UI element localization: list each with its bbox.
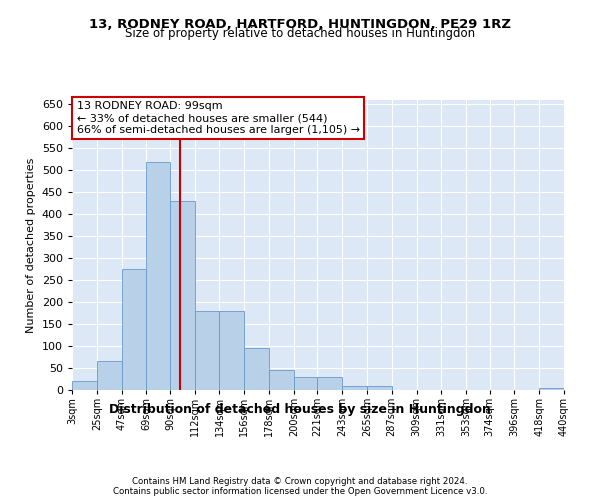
Bar — [220, 311, 244, 390]
Bar — [244, 348, 269, 390]
Bar — [539, 388, 564, 390]
Bar — [195, 311, 220, 390]
Bar — [342, 386, 367, 390]
Text: Distribution of detached houses by size in Huntingdon: Distribution of detached houses by size … — [109, 402, 491, 415]
Bar — [97, 362, 122, 390]
Bar — [122, 269, 146, 390]
Y-axis label: Number of detached properties: Number of detached properties — [26, 158, 36, 332]
Bar — [170, 201, 195, 390]
Bar — [294, 377, 317, 390]
Text: Contains public sector information licensed under the Open Government Licence v3: Contains public sector information licen… — [113, 488, 487, 496]
Bar — [269, 370, 294, 390]
Text: Size of property relative to detached houses in Huntingdon: Size of property relative to detached ho… — [125, 28, 475, 40]
Text: 13 RODNEY ROAD: 99sqm
← 33% of detached houses are smaller (544)
66% of semi-det: 13 RODNEY ROAD: 99sqm ← 33% of detached … — [77, 102, 360, 134]
Bar — [72, 381, 97, 390]
Bar — [367, 386, 392, 390]
Bar — [146, 162, 170, 390]
Text: 13, RODNEY ROAD, HARTFORD, HUNTINGDON, PE29 1RZ: 13, RODNEY ROAD, HARTFORD, HUNTINGDON, P… — [89, 18, 511, 30]
Text: Contains HM Land Registry data © Crown copyright and database right 2024.: Contains HM Land Registry data © Crown c… — [132, 478, 468, 486]
Bar — [317, 377, 342, 390]
